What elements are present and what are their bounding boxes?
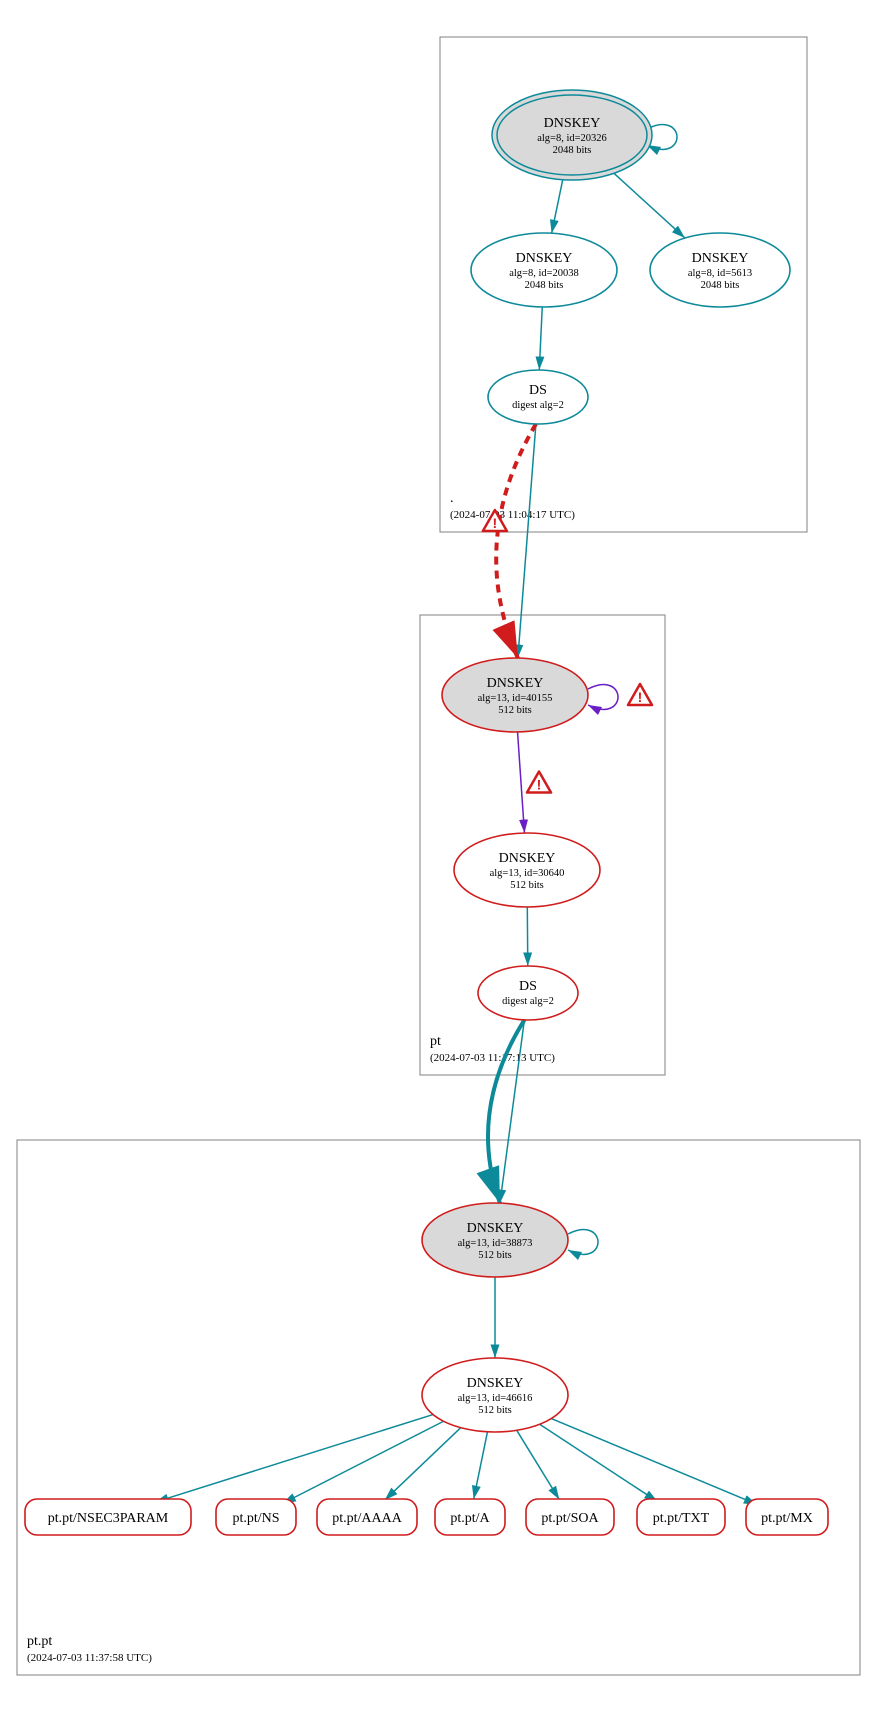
rrset-rr-a: pt.pt/A bbox=[435, 1499, 505, 1535]
edge-pt-ds-ptpt-ksk bbox=[500, 1020, 524, 1203]
edge-ptpt-zsk-rr-aaaa bbox=[385, 1428, 461, 1500]
edge-root-ds-pt-ksk bbox=[518, 424, 536, 658]
svg-text:alg=13, id=38873: alg=13, id=38873 bbox=[458, 1238, 533, 1249]
svg-text:(2024-07-03 11:04:17 UTC): (2024-07-03 11:04:17 UTC) bbox=[450, 509, 575, 521]
node-ptpt-ksk: DNSKEY alg=13, id=38873512 bits bbox=[422, 1203, 568, 1277]
rrset-rr-soa: pt.pt/SOA bbox=[526, 1499, 614, 1535]
node-root-zsk: DNSKEY alg=8, id=200382048 bits bbox=[471, 233, 617, 307]
svg-text:512 bits: 512 bits bbox=[510, 880, 544, 891]
node-pt-ds: DS digest alg=2 bbox=[478, 966, 578, 1020]
svg-text:digest alg=2: digest alg=2 bbox=[502, 996, 554, 1007]
svg-text:512 bits: 512 bits bbox=[478, 1250, 512, 1261]
edge-ptpt-zsk-rr-nsec3 bbox=[155, 1415, 433, 1503]
svg-text:!: ! bbox=[493, 515, 498, 531]
edge-root-zsk-root-ds bbox=[539, 307, 542, 370]
svg-text:digest alg=2: digest alg=2 bbox=[512, 400, 564, 411]
svg-text:.: . bbox=[450, 491, 454, 506]
edge-ptpt-zsk-rr-ns bbox=[282, 1421, 443, 1503]
svg-text:pt.pt/A: pt.pt/A bbox=[450, 1511, 490, 1526]
edge-self-ptpt-ksk bbox=[568, 1230, 598, 1255]
warning-icon: ! bbox=[527, 772, 551, 793]
svg-text:pt.pt/MX: pt.pt/MX bbox=[761, 1511, 813, 1526]
rrset-rr-txt: pt.pt/TXT bbox=[637, 1499, 725, 1535]
svg-text:DNSKEY: DNSKEY bbox=[487, 676, 544, 691]
svg-text:2048 bits: 2048 bits bbox=[525, 280, 564, 291]
svg-text:DNSKEY: DNSKEY bbox=[692, 251, 749, 266]
edge-root-ds-pt-ksk bbox=[496, 424, 536, 658]
svg-text:2048 bits: 2048 bits bbox=[553, 145, 592, 156]
edge-ptpt-zsk-rr-txt bbox=[540, 1424, 658, 1501]
svg-text:DNSKEY: DNSKEY bbox=[467, 1376, 524, 1391]
svg-text:DNSKEY: DNSKEY bbox=[499, 851, 556, 866]
svg-text:pt.pt: pt.pt bbox=[27, 1634, 52, 1649]
edge-ptpt-zsk-rr-a bbox=[474, 1432, 488, 1499]
warning-icon: ! bbox=[628, 684, 652, 705]
node-pt-ksk: DNSKEY alg=13, id=40155512 bits bbox=[442, 658, 588, 732]
edge-self-pt-ksk bbox=[588, 685, 618, 710]
svg-text:2048 bits: 2048 bits bbox=[701, 280, 740, 291]
svg-text:pt.pt/SOA: pt.pt/SOA bbox=[541, 1511, 599, 1526]
svg-text:alg=13, id=40155: alg=13, id=40155 bbox=[478, 693, 553, 704]
svg-text:!: ! bbox=[537, 777, 542, 793]
svg-text:(2024-07-03 11:37:58 UTC): (2024-07-03 11:37:58 UTC) bbox=[27, 1652, 152, 1664]
svg-text:alg=8, id=20326: alg=8, id=20326 bbox=[537, 133, 607, 144]
node-root-ds: DS digest alg=2 bbox=[488, 370, 588, 424]
rrset-rr-mx: pt.pt/MX bbox=[746, 1499, 828, 1535]
svg-text:DS: DS bbox=[519, 979, 537, 994]
edge-ptpt-zsk-rr-soa bbox=[517, 1430, 560, 1499]
dnssec-graph: . (2024-07-03 11:04:17 UTC) pt (2024-07-03 … bbox=[0, 0, 877, 1721]
node-root-ksk: DNSKEY alg=8, id=203262048 bits bbox=[492, 90, 652, 180]
rrset-rr-ns: pt.pt/NS bbox=[216, 1499, 296, 1535]
svg-text:512 bits: 512 bits bbox=[498, 705, 532, 716]
svg-text:alg=8, id=5613: alg=8, id=5613 bbox=[688, 268, 752, 279]
svg-text:alg=13, id=30640: alg=13, id=30640 bbox=[490, 868, 565, 879]
node-root-zsk2: DNSKEY alg=8, id=56132048 bits bbox=[650, 233, 790, 307]
svg-text:DNSKEY: DNSKEY bbox=[516, 251, 573, 266]
svg-text:alg=13, id=46616: alg=13, id=46616 bbox=[458, 1393, 533, 1404]
node-pt-zsk: DNSKEY alg=13, id=30640512 bits bbox=[454, 833, 600, 907]
rrset-rr-nsec3: pt.pt/NSEC3PARAM bbox=[25, 1499, 191, 1535]
svg-text:pt: pt bbox=[430, 1034, 441, 1049]
edge-root-ksk-root-zsk2 bbox=[610, 170, 685, 238]
rrset-rr-aaaa: pt.pt/AAAA bbox=[317, 1499, 417, 1535]
svg-text:alg=8, id=20038: alg=8, id=20038 bbox=[509, 268, 579, 279]
svg-text:512 bits: 512 bits bbox=[478, 1405, 512, 1416]
svg-text:pt.pt/NSEC3PARAM: pt.pt/NSEC3PARAM bbox=[48, 1511, 169, 1526]
svg-text:(2024-07-03 11:17:13 UTC): (2024-07-03 11:17:13 UTC) bbox=[430, 1052, 555, 1064]
edge-pt-ds-ptpt-ksk bbox=[488, 1020, 524, 1203]
svg-text:pt.pt/TXT: pt.pt/TXT bbox=[653, 1511, 710, 1526]
svg-text:!: ! bbox=[638, 689, 643, 705]
svg-text:DS: DS bbox=[529, 383, 547, 398]
edge-pt-ksk-pt-zsk bbox=[518, 732, 525, 833]
svg-text:DNSKEY: DNSKEY bbox=[467, 1221, 524, 1236]
node-ptpt-zsk: DNSKEY alg=13, id=46616512 bits bbox=[422, 1358, 568, 1432]
edge-ptpt-zsk-rr-mx bbox=[551, 1419, 757, 1505]
edge-root-ksk-root-zsk bbox=[552, 175, 564, 233]
svg-text:DNSKEY: DNSKEY bbox=[544, 116, 601, 131]
svg-text:pt.pt/AAAA: pt.pt/AAAA bbox=[332, 1511, 403, 1526]
svg-text:pt.pt/NS: pt.pt/NS bbox=[232, 1511, 279, 1526]
